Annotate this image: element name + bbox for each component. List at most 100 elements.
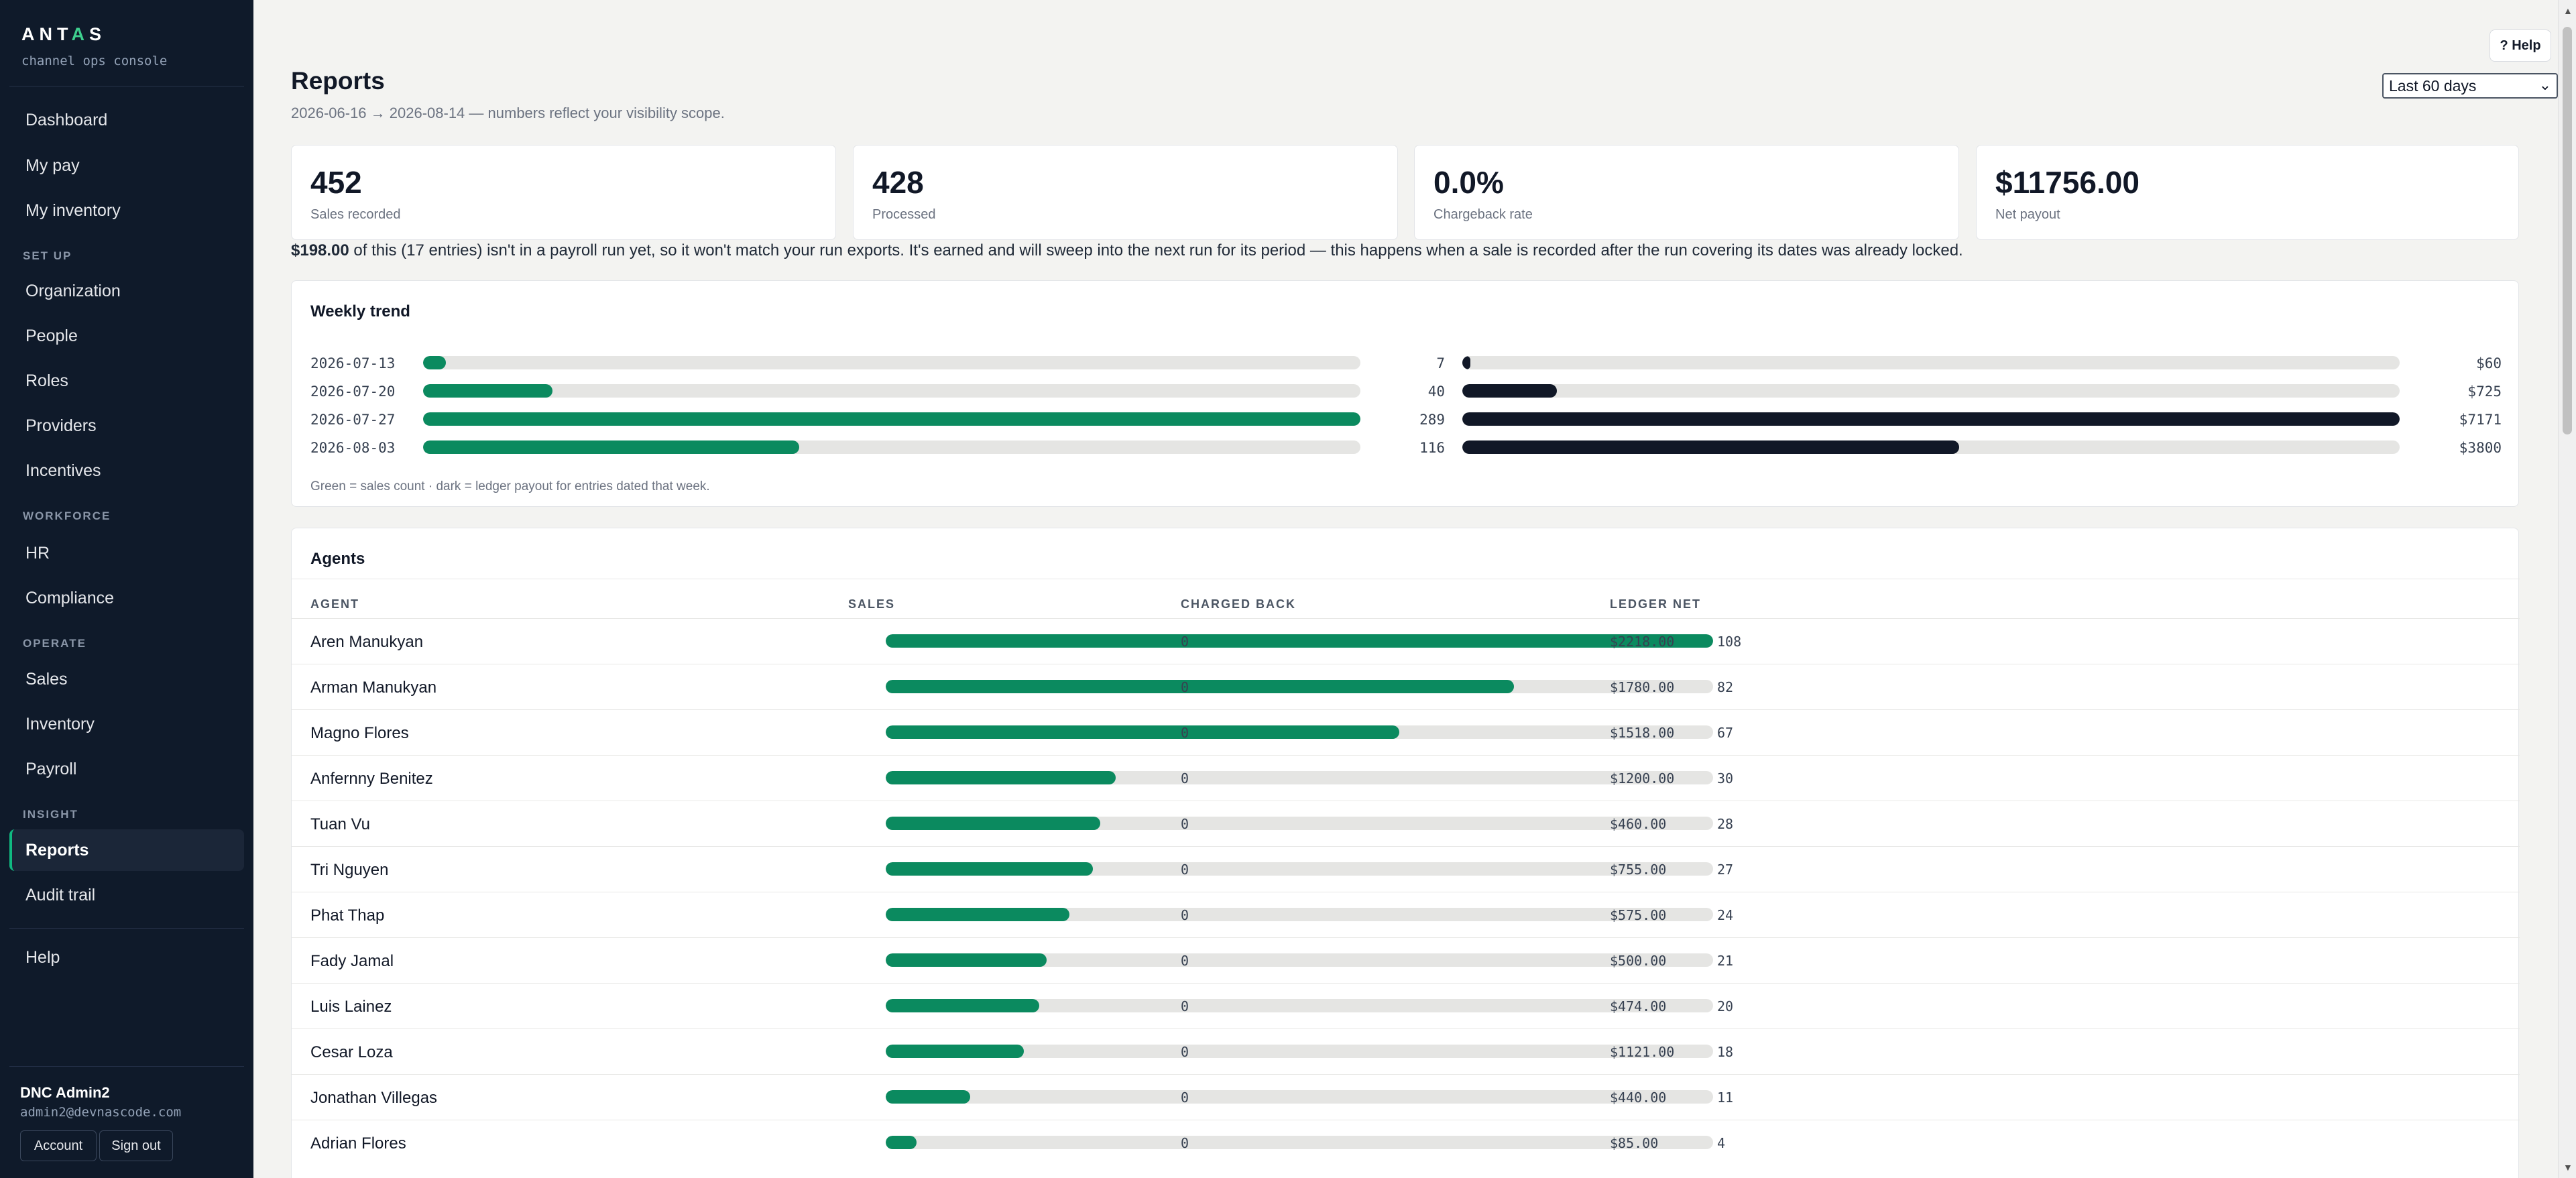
table-row[interactable]: Cesar Loza 18 0 $1121.00: [292, 1029, 2520, 1073]
agent-sales-count: 30: [1717, 770, 1734, 786]
trend-payout-fill: [1462, 440, 1959, 454]
sidebar-section-setup: SET UP: [23, 249, 72, 262]
agent-sales-count: 67: [1717, 725, 1734, 741]
agent-sales-fill: [886, 862, 1093, 876]
agent-charged-back: 0: [1181, 1044, 1189, 1060]
table-row[interactable]: Luis Lainez 20 0 $474.00: [292, 984, 2520, 1028]
sidebar-item-organization[interactable]: Organization: [25, 281, 121, 300]
sidebar-item-my-pay[interactable]: My pay: [25, 156, 80, 175]
agent-sales-count: 24: [1717, 907, 1734, 923]
agent-sales-bar: [886, 1045, 1713, 1058]
agent-sales-bar: [886, 1090, 1713, 1104]
agent-sales-bar: [886, 725, 1713, 739]
agent-name: Adrian Flores: [310, 1134, 406, 1153]
table-row[interactable]: Tuan Vu 28 0 $460.00: [292, 801, 2520, 845]
table-row[interactable]: Anfernny Benitez 30 0 $1200.00: [292, 756, 2520, 800]
table-row[interactable]: Arman Manukyan 82 0 $1780.00: [292, 664, 2520, 709]
sidebar-item-incentives[interactable]: Incentives: [25, 461, 101, 480]
sidebar-divider: [9, 928, 244, 929]
sidebar-item-roles[interactable]: Roles: [25, 371, 68, 390]
trend-payout-bar: [1462, 356, 2400, 369]
agent-name: Anfernny Benitez: [310, 770, 433, 788]
sidebar-item-providers[interactable]: Providers: [25, 416, 97, 435]
table-row[interactable]: Tri Nguyen 27 0 $755.00: [292, 847, 2520, 891]
column-header-sales: SALES: [848, 597, 896, 611]
sidebar-section-operate: OPERATE: [23, 637, 86, 650]
trend-sales-fill: [423, 412, 1360, 426]
page-scrollbar[interactable]: ▲ ▼: [2558, 0, 2576, 1178]
agent-sales-fill: [886, 1136, 917, 1149]
agent-sales-count: 28: [1717, 816, 1734, 832]
trend-sales-fill: [423, 384, 553, 398]
kpi-value: 452: [310, 165, 362, 200]
sidebar-item-reports[interactable]: Reports: [9, 829, 244, 871]
table-row[interactable]: Aren Manukyan 108 0 $2218.00: [292, 619, 2520, 663]
sidebar-item-audit-trail[interactable]: Audit trail: [25, 885, 96, 904]
trend-week-label: 2026-08-03: [310, 440, 396, 456]
sidebar-item-inventory[interactable]: Inventory: [25, 714, 95, 733]
app-logo[interactable]: ANTAS: [21, 24, 107, 44]
weekly-trend-footnote: Green = sales count · dark = ledger payo…: [310, 479, 710, 493]
agent-name: Cesar Loza: [310, 1043, 393, 1061]
main-content: ? Help Reports 2026-06-16 → 2026-08-14 —…: [253, 0, 2558, 1178]
table-row[interactable]: Adrian Flores 4 0 $85.00: [292, 1120, 2520, 1165]
agent-ledger-net: $1780.00: [1610, 679, 1675, 695]
table-row[interactable]: Magno Flores 67 0 $1518.00: [292, 710, 2520, 754]
agent-sales-count: 21: [1717, 953, 1734, 969]
table-row[interactable]: Jonathan Villegas 11 0 $440.00: [292, 1075, 2520, 1119]
agent-sales-fill: [886, 999, 1039, 1012]
sidebar-item-sales[interactable]: Sales: [25, 669, 68, 689]
agent-name: Tri Nguyen: [310, 861, 389, 879]
trend-payout-fill: [1462, 412, 2400, 426]
agent-sales-count: 20: [1717, 998, 1734, 1014]
account-button[interactable]: Account: [20, 1130, 97, 1161]
scroll-up-icon[interactable]: ▲: [2563, 5, 2573, 16]
agent-name: Magno Flores: [310, 724, 409, 742]
unpaid-notice: $198.00 of this (17 entries) isn't in a …: [291, 241, 1963, 260]
agent-ledger-net: $500.00: [1610, 953, 1667, 969]
agent-sales-fill: [886, 908, 1070, 921]
notice-text: of this (17 entries) isn't in a payroll …: [349, 241, 1963, 259]
table-row-divider: [292, 755, 2520, 756]
agent-ledger-net: $755.00: [1610, 862, 1667, 878]
agent-charged-back: 0: [1181, 953, 1189, 969]
table-row[interactable]: Phat Thap 24 0 $575.00: [292, 892, 2520, 937]
sidebar-item-my-inventory[interactable]: My inventory: [25, 200, 121, 220]
scrollbar-thumb[interactable]: [2563, 27, 2572, 434]
agent-sales-fill: [886, 1045, 1024, 1058]
agent-ledger-net: $2218.00: [1610, 634, 1675, 650]
sidebar-item-people[interactable]: People: [25, 326, 78, 345]
table-row-divider: [292, 618, 2520, 619]
scroll-down-icon[interactable]: ▼: [2563, 1162, 2573, 1173]
date-range-select[interactable]: Last 60 days ⌄: [2382, 73, 2558, 99]
table-row-divider: [292, 846, 2520, 847]
kpi-card-sales-recorded: 452 Sales recorded: [291, 145, 836, 240]
trend-sales-bar: [423, 412, 1360, 426]
trend-sales-count: 40: [1427, 384, 1445, 400]
weekly-trend-card: Weekly trend 2026-07-13 7 $60 2026-07-20 40 $…: [291, 280, 2519, 507]
sidebar-item-dashboard[interactable]: Dashboard: [25, 110, 108, 129]
agent-charged-back: 0: [1181, 1089, 1189, 1106]
agents-title: Agents: [310, 550, 365, 568]
agent-sales-bar: [886, 908, 1713, 921]
page-title: Reports: [291, 67, 385, 95]
table-row[interactable]: Fady Jamal 21 0 $500.00: [292, 938, 2520, 982]
agent-name: Phat Thap: [310, 906, 385, 925]
help-button[interactable]: ? Help: [2490, 30, 2551, 62]
column-header-ledger-net: LEDGER NET: [1610, 597, 1702, 611]
agent-sales-bar: [886, 771, 1713, 784]
agent-name: Luis Lainez: [310, 998, 392, 1016]
agent-sales-count: 82: [1717, 679, 1734, 695]
agent-sales-fill: [886, 1090, 970, 1104]
trend-payout-bar: [1462, 440, 2400, 454]
agent-ledger-net: $1200.00: [1610, 770, 1675, 786]
sidebar-item-help[interactable]: Help: [25, 947, 60, 967]
sidebar-item-compliance[interactable]: Compliance: [25, 588, 115, 607]
trend-payout-amount: $7171: [2459, 412, 2502, 428]
agent-sales-bar: [886, 817, 1713, 830]
agents-card: Agents AGENT SALES CHARGED BACK LEDGER N…: [291, 528, 2520, 1178]
sidebar-item-hr[interactable]: HR: [25, 543, 50, 563]
sign-out-button[interactable]: Sign out: [99, 1130, 173, 1161]
sidebar-item-payroll[interactable]: Payroll: [25, 759, 77, 778]
kpi-label: Sales recorded: [310, 207, 401, 222]
